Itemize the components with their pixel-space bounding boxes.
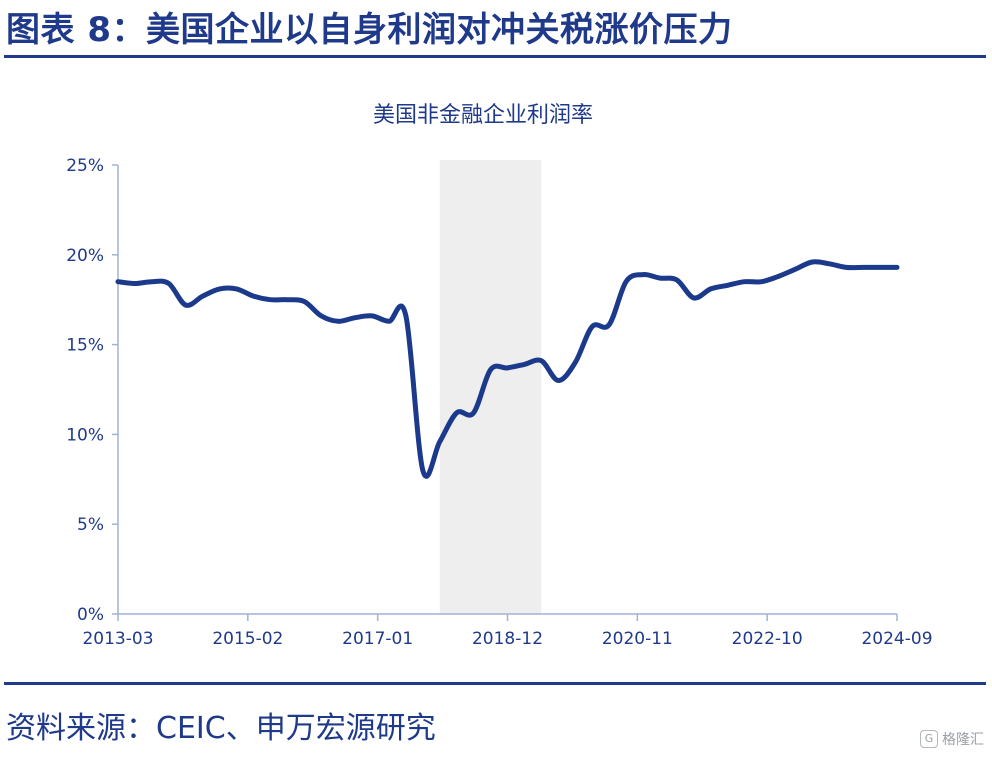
- data-point: [777, 275, 780, 278]
- data-point: [675, 278, 678, 282]
- y-axis: 0% 5% 10% 15% 20% 25%: [66, 156, 119, 625]
- data-point: [794, 268, 797, 271]
- y-tick-label: 5%: [77, 515, 104, 535]
- y-tick-label: 15%: [66, 336, 104, 356]
- data-point: [421, 469, 424, 472]
- data-point: [607, 323, 611, 326]
- data-point: [218, 287, 221, 291]
- data-point: [489, 368, 492, 371]
- data-point: [709, 287, 712, 291]
- y-tick-label: 25%: [66, 156, 104, 176]
- data-point: [353, 316, 357, 319]
- data-point: [557, 379, 560, 382]
- footer-rule: [4, 682, 986, 685]
- figure-title: 图表 8：美国企业以自身利润对冲关税涨价压力: [6, 10, 733, 50]
- x-tick-label: 2013-03: [82, 629, 153, 649]
- data-point: [150, 280, 154, 283]
- y-tick-label: 0%: [77, 605, 104, 625]
- data-point: [726, 284, 729, 287]
- x-tick-label: 2020-11: [602, 629, 673, 649]
- data-point: [574, 361, 577, 364]
- data-point: [201, 294, 204, 298]
- data-point: [252, 294, 255, 298]
- series-line: [115, 259, 900, 479]
- data-point: [133, 282, 137, 285]
- data-point: [387, 320, 391, 323]
- data-point: [895, 266, 899, 269]
- watermark: G 格隆汇: [920, 729, 984, 749]
- x-tick-label: 2015-02: [212, 629, 283, 649]
- x-axis: 2013-03 2015-02 2017-01 2018-12 2020-11 2022-…: [82, 613, 933, 649]
- watermark-logo-icon: G: [920, 730, 938, 748]
- data-point: [624, 280, 628, 283]
- x-tick-label: 2022-10: [732, 629, 803, 649]
- data-point: [116, 280, 120, 283]
- data-point: [286, 298, 289, 301]
- data-point: [692, 296, 695, 300]
- shaded-period: [439, 160, 542, 614]
- chart-title: 美国非金融企业利润率: [373, 103, 593, 128]
- x-tick-label: 2018-12: [472, 629, 543, 649]
- source-note: 资料来源：CEIC、申万宏源研究: [6, 711, 436, 746]
- data-point: [828, 262, 831, 265]
- y-tick-label: 10%: [66, 425, 104, 445]
- data-point: [184, 303, 187, 307]
- data-point: [506, 366, 509, 370]
- data-point: [861, 266, 865, 269]
- figure-header: 图表 8：美国企业以自身利润对冲关税涨价压力: [0, 0, 992, 62]
- line-chart: 美国非金融企业利润率 0% 5% 10% 15% 20% 25% 2013-03 2015-…: [66, 103, 933, 649]
- x-tick-label: 2024-09: [861, 629, 932, 649]
- x-tick-label: 2017-01: [342, 629, 413, 649]
- data-point: [303, 300, 306, 303]
- data-point: [878, 266, 882, 269]
- y-tick-label: 20%: [66, 246, 104, 266]
- data-point: [455, 411, 458, 414]
- data-point: [743, 280, 746, 283]
- data-point: [540, 359, 543, 362]
- data-point: [811, 260, 814, 264]
- data-point: [438, 440, 441, 443]
- data-point: [404, 314, 408, 318]
- data-point: [472, 411, 475, 414]
- data-point: [760, 280, 763, 283]
- data-point: [591, 325, 594, 328]
- data-point: [845, 266, 848, 269]
- data-points: [116, 260, 899, 472]
- data-point: [641, 273, 645, 276]
- data-point: [269, 298, 272, 301]
- header-rule: [4, 55, 986, 58]
- data-point: [320, 314, 323, 318]
- data-point: [167, 282, 170, 285]
- data-point: [658, 276, 662, 280]
- data-point: [523, 363, 526, 366]
- watermark-text: 格隆汇: [942, 732, 984, 748]
- data-point: [370, 314, 374, 318]
- data-point: [337, 320, 340, 323]
- data-point: [235, 287, 238, 291]
